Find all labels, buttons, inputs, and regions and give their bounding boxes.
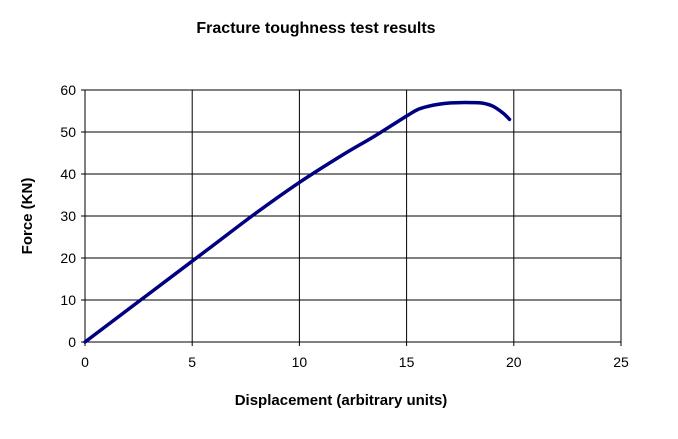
x-axis-label: Displacement (arbitrary units) xyxy=(235,392,448,409)
plot-area: 0 10 20 30 40 50 60 0 5 10 15 20 25 xyxy=(60,82,629,370)
x-tick-label: 25 xyxy=(613,354,629,370)
y-tick-label: 50 xyxy=(60,124,76,140)
y-tick-label: 20 xyxy=(60,250,76,266)
y-axis-label: Force (KN) xyxy=(19,178,36,255)
y-tick-label: 10 xyxy=(60,292,76,308)
series-line-force xyxy=(83,100,512,344)
x-tick-label: 20 xyxy=(506,354,522,370)
y-tick-label: 60 xyxy=(60,82,76,98)
y-tick-label: 40 xyxy=(60,166,76,182)
y-tick-label: 30 xyxy=(60,208,76,224)
x-tick-label: 15 xyxy=(399,354,415,370)
x-tick-label: 0 xyxy=(81,354,89,370)
chart-title: Fracture toughness test results xyxy=(196,20,435,37)
x-tick-label: 5 xyxy=(188,354,196,370)
y-tick-label: 0 xyxy=(68,334,76,350)
x-tick-label: 10 xyxy=(292,354,308,370)
